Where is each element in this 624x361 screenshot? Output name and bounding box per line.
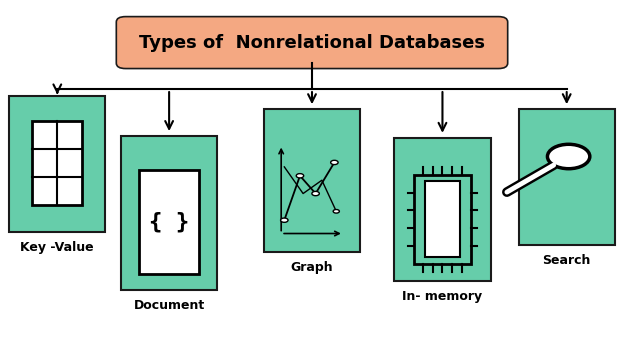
FancyBboxPatch shape <box>116 17 508 69</box>
Bar <box>425 182 460 257</box>
Bar <box>519 109 615 245</box>
Bar <box>9 96 105 232</box>
Circle shape <box>296 174 304 178</box>
Text: Search: Search <box>542 254 591 267</box>
Circle shape <box>312 191 319 196</box>
Text: Types of  Nonrelational Databases: Types of Nonrelational Databases <box>139 34 485 52</box>
Text: { }: { } <box>149 212 189 232</box>
Bar <box>264 109 360 252</box>
Circle shape <box>547 144 590 169</box>
Bar <box>414 175 471 264</box>
Bar <box>32 121 82 205</box>
Circle shape <box>333 209 339 213</box>
Bar <box>394 138 490 281</box>
Circle shape <box>281 218 288 222</box>
Text: Graph: Graph <box>291 261 333 274</box>
Bar <box>121 136 217 290</box>
Text: In- memory: In- memory <box>402 290 482 303</box>
Text: Key -Value: Key -Value <box>21 242 94 255</box>
Bar <box>139 170 199 274</box>
Text: Document: Document <box>134 299 205 312</box>
Circle shape <box>331 160 338 165</box>
